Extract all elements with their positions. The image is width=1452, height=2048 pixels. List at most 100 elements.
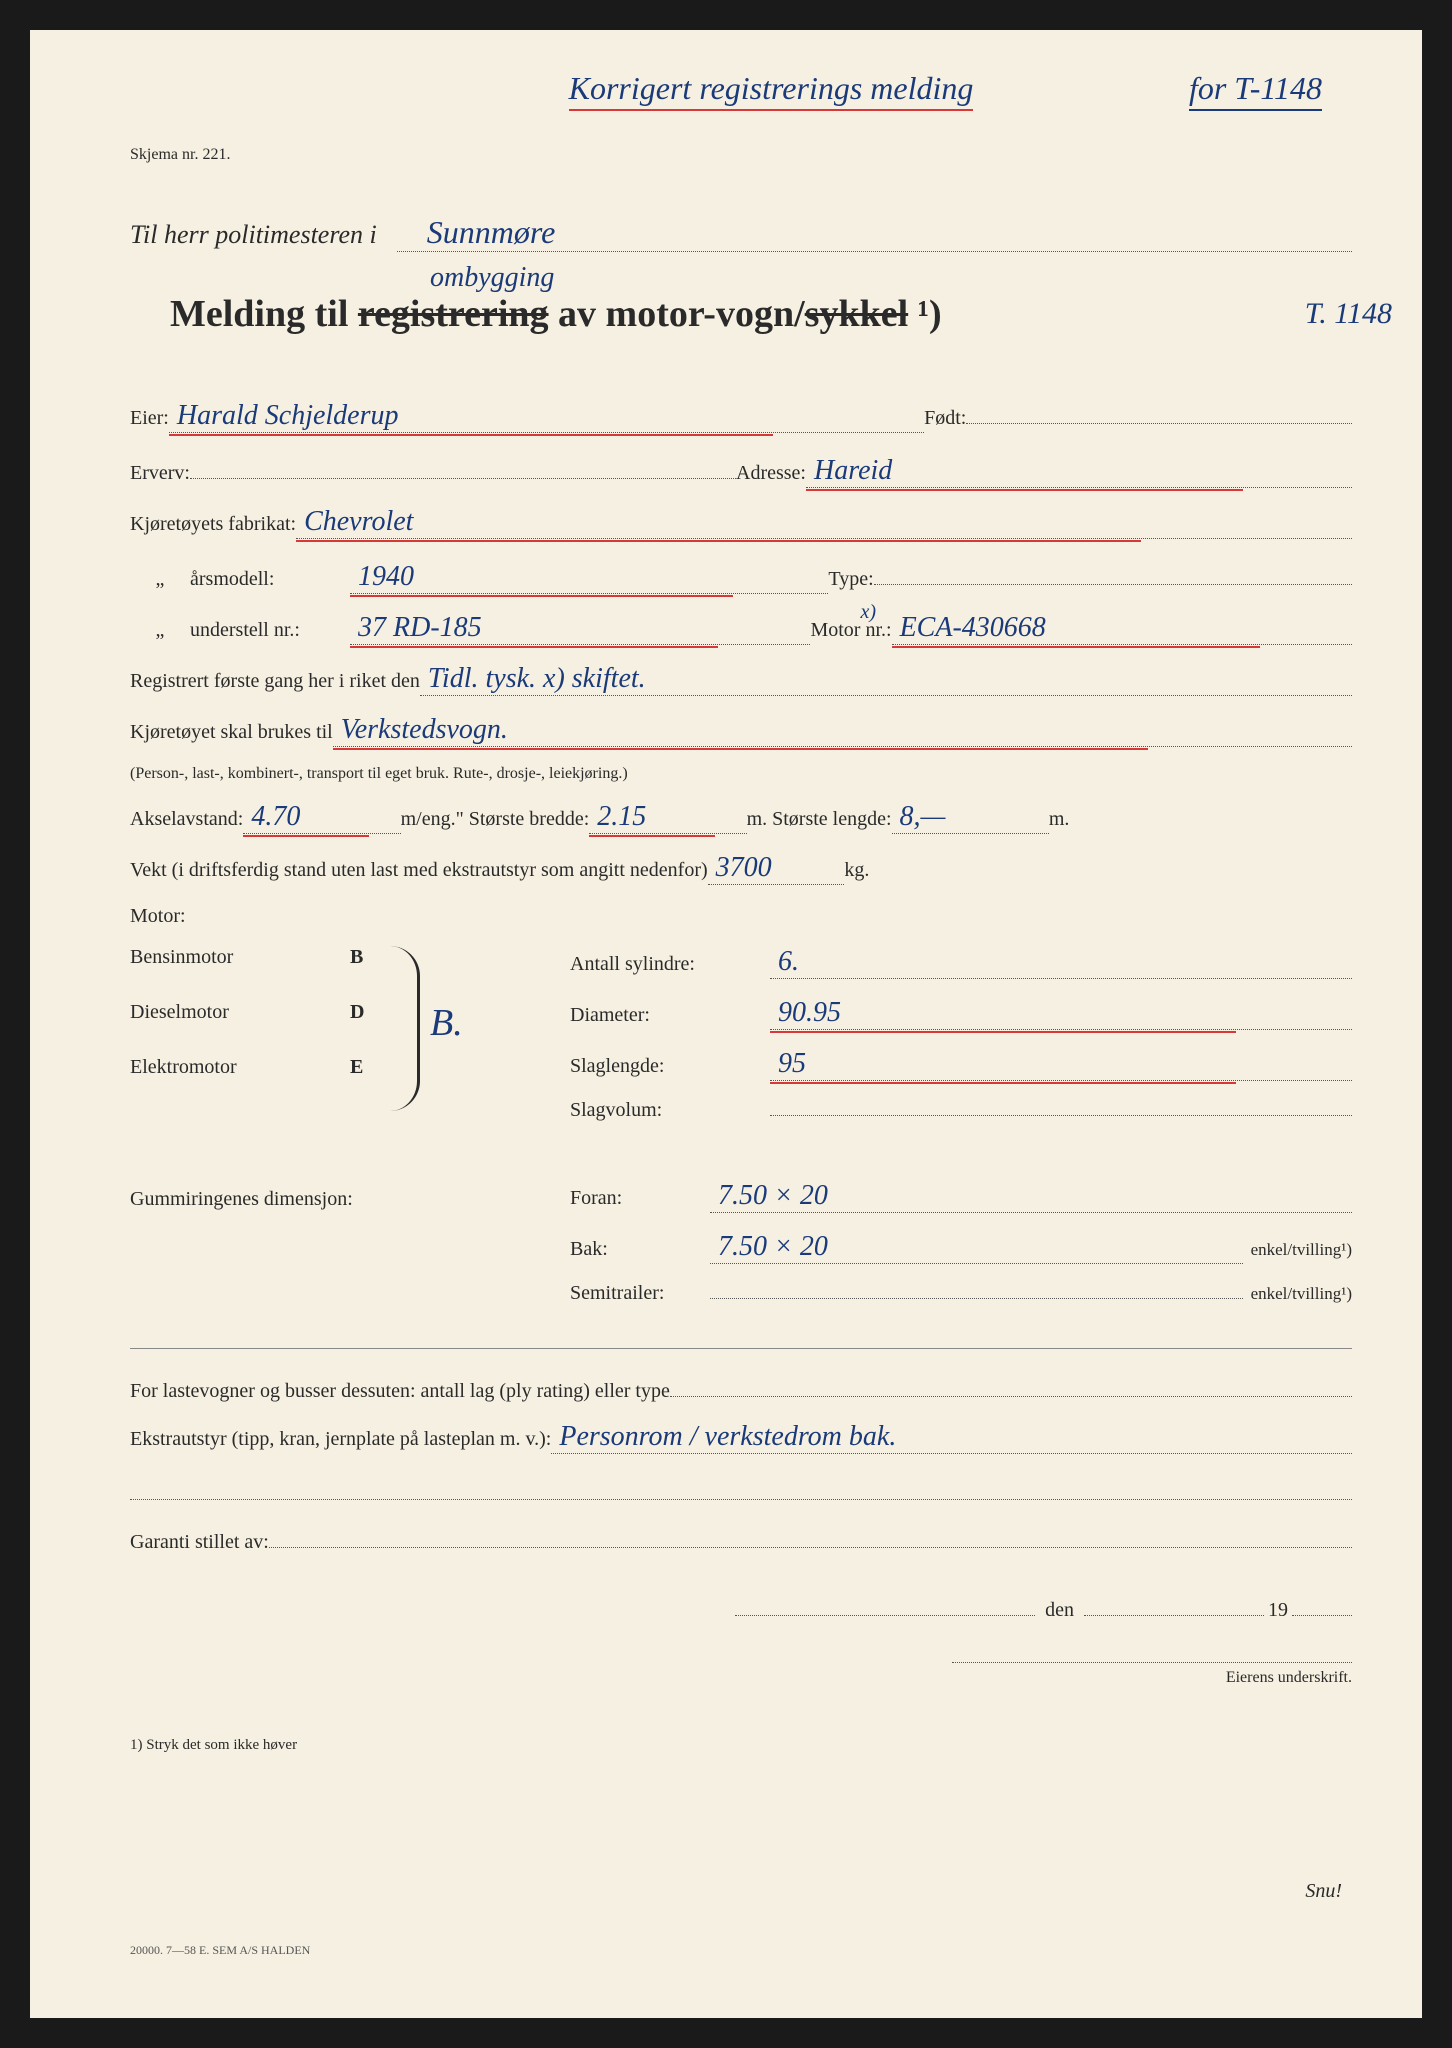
row-brukes: Kjøretøyet skal brukes til Verkstedsvogn… — [130, 714, 1352, 747]
row-bak: Bak: 7.50 × 20 enkel/tvilling¹) — [570, 1231, 1352, 1264]
label-registrert: Registrert første gang her i riket den — [130, 670, 420, 693]
top-handwritten-note: Korrigert registrerings melding — [569, 70, 974, 111]
label-ekstra: Ekstrautstyr (tipp, kran, jernplate på l… — [130, 1428, 551, 1451]
blank-line — [130, 1472, 1352, 1500]
label-brukes: Kjøretøyet skal brukes til — [130, 721, 333, 744]
row-semi: Semitrailer: enkel/tvilling¹) — [570, 1282, 1352, 1305]
address-prefix: Til herr politimesteren i — [130, 220, 377, 250]
row-erverv: Erverv: Adresse: Hareid — [130, 451, 1352, 488]
row-ekstra: Ekstrautstyr (tipp, kran, jernplate på l… — [130, 1421, 1352, 1454]
label-slag: Slaglengde: — [570, 1055, 770, 1078]
title-sup: ¹) — [908, 293, 942, 335]
tires-section: Gummiringenes dimensjon: Foran: 7.50 × 2… — [130, 1180, 1352, 1323]
value-bak: 7.50 × 20 — [710, 1231, 1243, 1264]
signature-line — [952, 1662, 1352, 1663]
value-lengde: 8,— — [892, 801, 1049, 834]
row-registrert: Registrert første gang her i riket den T… — [130, 663, 1352, 696]
value-fabrikat: Chevrolet — [296, 506, 1352, 539]
label-vekt: Vekt (i driftsferdig stand uten last med… — [130, 859, 708, 882]
value-arsmodell: 1940 — [350, 561, 828, 594]
top-reg-ref: for T-1148 — [1189, 70, 1322, 111]
label-lastevogner: For lastevogner og busser dessuten: anta… — [130, 1380, 670, 1403]
value-bredde: 2.15 — [589, 801, 746, 834]
row-vekt: Vekt (i driftsferdig stand uten last med… — [130, 852, 1352, 885]
row-fabrikat: Kjøretøyets fabrikat: Chevrolet — [130, 506, 1352, 539]
row-slag: Slaglengde: 95 — [570, 1048, 1352, 1081]
label-adresse: Adresse: — [736, 462, 806, 485]
label-lengde: m. Største lengde: — [747, 808, 892, 831]
title-reg: T. 1148 — [1305, 297, 1392, 331]
row-understell: „ understell nr.: 37 RD-185 x) Motor nr.… — [130, 612, 1352, 645]
row-foran: Foran: 7.50 × 20 — [570, 1180, 1352, 1213]
value-fodt — [966, 396, 1352, 424]
ditto-1: „ — [130, 568, 190, 591]
suffix-semi: enkel/tvilling¹) — [1251, 1284, 1352, 1304]
row-arsmodell: „ årsmodell: 1940 Type: — [130, 557, 1352, 594]
row-garanti: Garanti stillet av: — [130, 1520, 1352, 1554]
year-prefix: 19 — [1268, 1599, 1288, 1622]
label-vol: Slagvolum: — [570, 1099, 770, 1122]
row-dimensions: Akselavstand: 4.70 m/eng." Største bredd… — [130, 801, 1352, 834]
address-line: Til herr politimesteren i Sunnmøre — [130, 214, 1352, 252]
value-adresse: Hareid — [806, 455, 1352, 488]
value-garanti — [269, 1520, 1352, 1548]
snu: Snu! — [1305, 1880, 1342, 1903]
tires-heading: Gummiringenes dimensjon: — [130, 1180, 510, 1323]
label-syl: Antall sylindre: — [570, 953, 770, 976]
brukes-note: (Person-, last-, kombinert-, transport t… — [130, 765, 1352, 783]
label-eier: Eier: — [130, 407, 169, 430]
divider — [130, 1348, 1352, 1349]
motor-types: B. Bensinmotor B Dieselmotor D Elektromo… — [130, 946, 510, 1140]
top-note-area: Korrigert registrerings melding for T-11… — [130, 70, 1352, 121]
label-aksel: Akselavstand: — [130, 808, 243, 831]
label-type: Type: — [828, 568, 873, 591]
value-semi — [710, 1298, 1243, 1299]
value-motornr: ECA-430668 — [892, 612, 1352, 645]
row-diameter: Diameter: 90.95 — [570, 997, 1352, 1030]
year-fill — [1292, 1594, 1352, 1616]
label-garanti: Garanti stillet av: — [130, 1531, 269, 1554]
title-annotation: ombygging — [430, 262, 554, 294]
row-eier: Eier: Harald Schjelderup Født: — [130, 396, 1352, 433]
unit-vekt: kg. — [844, 859, 869, 882]
value-vekt: 3700 — [708, 852, 845, 885]
value-dia: 90.95 — [770, 997, 1352, 1030]
value-lastevogner — [670, 1369, 1352, 1397]
row-sylindre: Antall sylindre: 6. — [570, 946, 1352, 979]
label-bensin: Bensinmotor — [130, 946, 350, 969]
title-strike2: sykkel — [805, 293, 908, 335]
den: den — [1045, 1599, 1074, 1622]
unit-lengde: m. — [1049, 808, 1070, 831]
row-vol: Slagvolum: — [570, 1099, 1352, 1122]
label-semi: Semitrailer: — [570, 1282, 710, 1305]
value-syl: 6. — [770, 946, 1352, 979]
label-diesel: Dieselmotor — [130, 1001, 350, 1024]
form-page: Korrigert registrerings melding for T-11… — [30, 30, 1422, 2018]
label-fabrikat: Kjøretøyets fabrikat: — [130, 513, 296, 536]
label-understell: understell nr.: — [190, 619, 350, 642]
value-understell: 37 RD-185 — [350, 612, 810, 645]
value-registrert: Tidl. tysk. x) skiftet. — [420, 663, 1352, 696]
value-slag: 95 — [770, 1048, 1352, 1081]
letter-d: D — [350, 1001, 390, 1024]
value-type — [874, 557, 1352, 585]
form-number: Skjema nr. 221. — [130, 146, 1352, 164]
value-ekstra: Personrom / verkstedrom bak. — [551, 1421, 1352, 1454]
row-elektro: Elektromotor E — [130, 1056, 510, 1079]
motor-chosen: B. — [430, 1001, 463, 1045]
signature-label: Eierens underskrift. — [130, 1669, 1352, 1687]
value-eier: Harald Schjelderup — [169, 400, 924, 433]
title-strike1: registrering — [358, 293, 549, 335]
place-fill — [735, 1594, 1035, 1616]
label-bak: Bak: — [570, 1238, 710, 1261]
motor-heading: Motor: — [130, 905, 1352, 928]
suffix-bak: enkel/tvilling¹) — [1251, 1240, 1352, 1260]
address-value: Sunnmøre — [397, 214, 1352, 252]
label-arsmodell: årsmodell: — [190, 568, 350, 591]
tires-specs: Foran: 7.50 × 20 Bak: 7.50 × 20 enkel/tv… — [570, 1180, 1352, 1323]
title-mid: av motor-vogn/ — [549, 293, 805, 335]
label-bredde: m/eng." Største bredde: — [401, 808, 590, 831]
date-line: den 19 — [130, 1594, 1352, 1622]
value-vol — [770, 1115, 1352, 1116]
label-motornr: x) Motor nr.: — [810, 619, 891, 642]
